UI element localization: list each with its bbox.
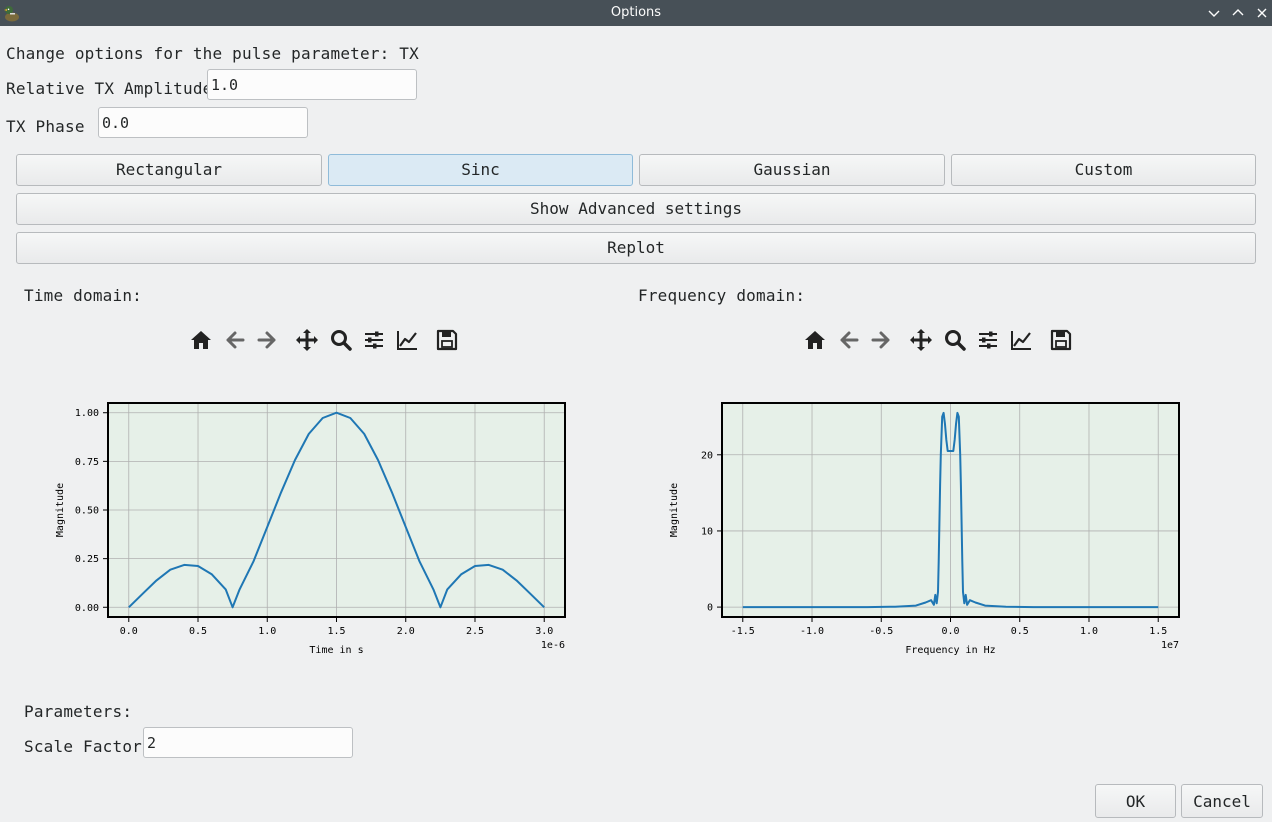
plot-frame [721, 402, 1180, 618]
time-domain-plot[interactable]: 0.0 0.5 1.0 1.5 2.0 2.5 3.0 0.00 0.25 0.50 0.75 1.0… [0, 380, 600, 670]
x-tick-label: 1.0 [1080, 626, 1098, 637]
x-tick-label: 3.0 [535, 626, 553, 637]
x-axis-label: Frequency in Hz [905, 645, 995, 656]
phase-input[interactable] [98, 107, 308, 138]
parameters-label: Parameters: [24, 702, 133, 721]
y-tick-label: 20 [701, 450, 713, 461]
zoom-icon[interactable] [941, 326, 969, 354]
frequency-domain-plot[interactable]: -1.5 -1.0 -0.5 0.0 0.5 1.0 1.5 0 10 20 Frequency i… [620, 380, 1220, 670]
frequency-domain-label: Frequency domain: [638, 286, 806, 305]
x-tick-label: 2.5 [466, 626, 484, 637]
close-icon[interactable] [1254, 5, 1270, 21]
subplots-config-icon[interactable] [974, 326, 1002, 354]
ok-button[interactable]: OK [1095, 784, 1176, 818]
home-icon[interactable] [801, 326, 829, 354]
pan-icon[interactable] [907, 326, 935, 354]
x-tick-label: 0.0 [941, 626, 959, 637]
x-tick-label: 1.5 [1149, 626, 1167, 637]
home-icon[interactable] [187, 326, 215, 354]
frequency-domain-toolbar [801, 326, 1081, 356]
y-tick-label: 1.00 [75, 408, 99, 419]
custom-button[interactable]: Custom [951, 154, 1256, 186]
y-tick-label: 0.50 [75, 506, 99, 517]
amplitude-label: Relative TX Amplitude [6, 79, 213, 98]
x-axis-label: Time in s [309, 645, 363, 656]
window-title: Options [610, 5, 662, 20]
maximize-icon[interactable] [1230, 5, 1246, 21]
show-advanced-settings-button[interactable]: Show Advanced settings [16, 193, 1256, 225]
y-tick-label: 0.25 [75, 554, 99, 565]
replot-button[interactable]: Replot [16, 232, 1256, 264]
x-offset-label: 1e-6 [541, 640, 565, 651]
x-tick-label: 0.5 [189, 626, 207, 637]
pan-icon[interactable] [293, 326, 321, 354]
x-tick-label: -0.5 [869, 626, 893, 637]
save-icon[interactable] [1047, 326, 1075, 354]
minimize-icon[interactable] [1206, 5, 1222, 21]
rectangular-button[interactable]: Rectangular [16, 154, 322, 186]
x-tick-label: 1.5 [327, 626, 345, 637]
duck-icon [2, 3, 22, 23]
forward-arrow-icon[interactable] [867, 326, 895, 354]
zoom-icon[interactable] [327, 326, 355, 354]
amplitude-input[interactable] [207, 69, 417, 100]
save-icon[interactable] [433, 326, 461, 354]
y-tick-label: 10 [701, 526, 713, 537]
x-tick-label: -1.5 [731, 626, 755, 637]
edit-axis-icon[interactable] [393, 326, 421, 354]
edit-axis-icon[interactable] [1007, 326, 1035, 354]
series-line [742, 411, 1159, 609]
back-arrow-icon[interactable] [835, 326, 863, 354]
y-tick-label: 0.00 [75, 603, 99, 614]
gaussian-button[interactable]: Gaussian [639, 154, 945, 186]
pulse-parameter-description: Change options for the pulse parameter: … [6, 44, 419, 63]
subplots-config-icon[interactable] [360, 326, 388, 354]
phase-label: TX Phase [6, 117, 85, 136]
y-axis-label: Magnitude [669, 483, 680, 537]
forward-arrow-icon[interactable] [253, 326, 281, 354]
time-domain-toolbar [187, 326, 467, 356]
y-axis-label: Magnitude [55, 483, 66, 537]
x-offset-label: 1e7 [1161, 640, 1179, 651]
x-tick-label: 0.5 [1011, 626, 1029, 637]
series-line [128, 411, 545, 609]
x-tick-label: 0.0 [120, 626, 138, 637]
y-tick-label: 0.75 [75, 457, 99, 468]
scale-factor-label: Scale Factor [24, 737, 142, 756]
x-tick-label: -1.0 [800, 626, 824, 637]
back-arrow-icon[interactable] [221, 326, 249, 354]
x-tick-label: 2.0 [397, 626, 415, 637]
scale-factor-input[interactable] [143, 727, 353, 758]
window-titlebar: Options [0, 0, 1272, 26]
plot-frame [107, 402, 566, 618]
cancel-button[interactable]: Cancel [1181, 784, 1263, 818]
sinc-button[interactable]: Sinc [328, 154, 633, 186]
y-tick-label: 0 [707, 603, 713, 614]
x-tick-label: 1.0 [258, 626, 276, 637]
time-domain-label: Time domain: [24, 286, 142, 305]
